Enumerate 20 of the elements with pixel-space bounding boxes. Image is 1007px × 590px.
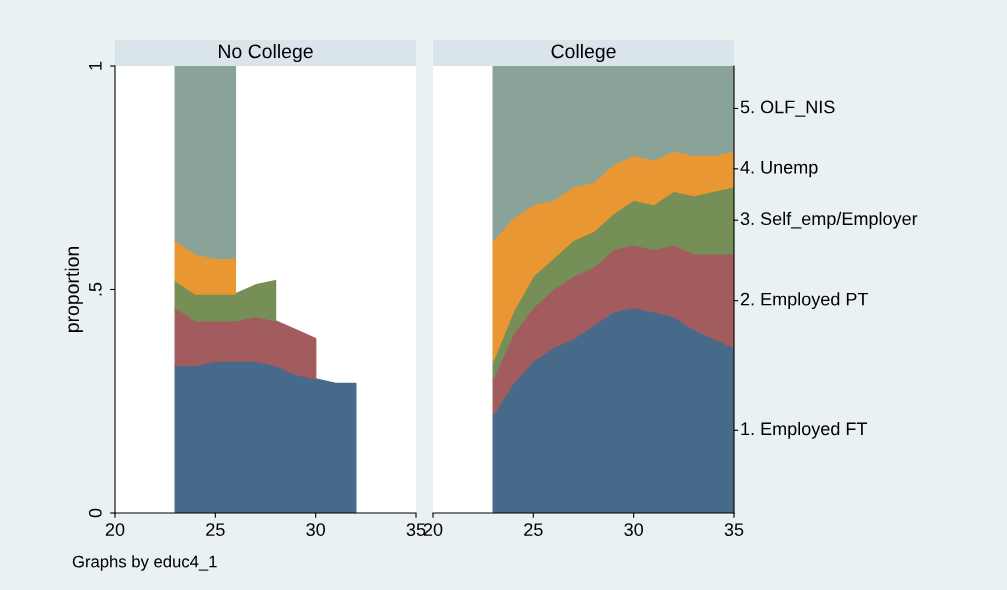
x-tick-label: 35 [406,523,426,536]
y-tick-label: .5 [89,282,102,296]
x-tick-label: 20 [423,523,443,536]
series-label: 1. Employed FT [741,421,868,439]
x-tick-label: 30 [624,523,643,536]
x-tick-label: 20 [105,523,125,536]
y-tick-label: 0 [88,508,102,518]
chart-title: College [551,43,616,63]
series-label: 5. OLF_NIS [740,100,835,117]
series-label: 2. Employed PT [740,292,869,310]
x-tick-label: 35 [724,523,744,536]
y-axis-title: proportion [64,246,83,333]
chart-title: No College [219,43,313,63]
y-tick-label: 1 [89,61,102,70]
text: Graphs by educ4_1 [72,555,217,571]
series-label: 3. Self_emp/Employer [740,211,918,229]
series-label: 4. Unemp [740,161,818,178]
x-tick-label: 25 [206,523,225,536]
x-tick-label: 25 [524,523,543,536]
x-tick-label: 30 [306,523,325,536]
